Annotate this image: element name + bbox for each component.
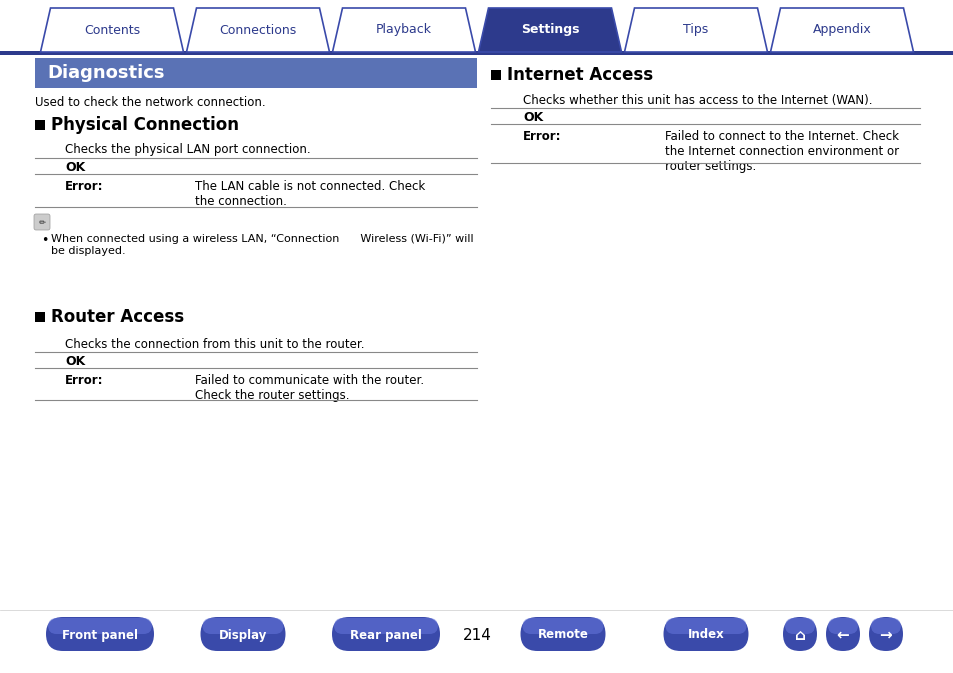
Text: Used to check the network connection.: Used to check the network connection. [35,96,265,109]
Polygon shape [186,8,329,52]
Text: Checks the connection from this unit to the router.: Checks the connection from this unit to … [65,338,364,351]
FancyBboxPatch shape [827,618,857,634]
Text: Error:: Error: [65,180,103,193]
Polygon shape [333,8,475,52]
Polygon shape [478,8,620,52]
FancyBboxPatch shape [782,617,816,651]
FancyBboxPatch shape [520,617,605,651]
Text: Front panel: Front panel [62,629,138,641]
Text: Connections: Connections [219,24,296,36]
Text: OK: OK [65,355,85,368]
Text: Checks whether this unit has access to the Internet (WAN).: Checks whether this unit has access to t… [522,94,872,107]
FancyBboxPatch shape [662,617,748,651]
FancyBboxPatch shape [202,618,283,634]
Text: Rear panel: Rear panel [350,629,421,641]
Text: Failed to connect to the Internet. Check
the Internet connection environment or
: Failed to connect to the Internet. Check… [664,130,898,173]
Text: 214: 214 [462,627,491,643]
Text: Error:: Error: [65,374,103,387]
Text: Contents: Contents [84,24,140,36]
Polygon shape [624,8,767,52]
Text: OK: OK [65,161,85,174]
FancyBboxPatch shape [868,617,902,651]
Text: Diagnostics: Diagnostics [47,64,164,82]
Bar [35,58,476,88]
FancyBboxPatch shape [334,618,437,634]
Text: Router Access: Router Access [51,308,184,326]
Bar [35,120,45,130]
FancyBboxPatch shape [825,617,859,651]
Text: ←: ← [836,627,848,643]
FancyBboxPatch shape [784,618,814,634]
FancyBboxPatch shape [48,618,152,634]
FancyBboxPatch shape [46,617,153,651]
FancyBboxPatch shape [522,618,603,634]
Text: Display: Display [218,629,267,641]
Polygon shape [40,8,183,52]
Text: Playback: Playback [375,24,432,36]
FancyBboxPatch shape [34,214,50,230]
Bar [491,70,500,80]
Text: Appendix: Appendix [812,24,870,36]
Text: Checks the physical LAN port connection.: Checks the physical LAN port connection. [65,143,311,156]
Text: Index: Index [687,629,723,641]
Text: •: • [41,234,49,247]
Text: Internet Access: Internet Access [506,66,653,84]
Text: →: → [879,627,891,643]
Text: Physical Connection: Physical Connection [51,116,239,134]
Text: When connected using a wireless LAN, “Connection      Wireless (Wi-Fi)” will
be : When connected using a wireless LAN, “Co… [51,234,473,256]
Text: OK: OK [522,111,542,124]
Text: Failed to communicate with the router.
Check the router settings.: Failed to communicate with the router. C… [194,374,424,402]
Bar [35,312,45,322]
FancyBboxPatch shape [665,618,745,634]
Text: Settings: Settings [520,24,578,36]
Text: ⌂: ⌂ [794,627,804,643]
Text: The LAN cable is not connected. Check
the connection.: The LAN cable is not connected. Check th… [194,180,425,208]
FancyBboxPatch shape [200,617,285,651]
FancyBboxPatch shape [870,618,900,634]
Text: Tips: Tips [682,24,708,36]
FancyBboxPatch shape [332,617,439,651]
Text: Remote: Remote [537,629,588,641]
Bar [0,51,953,55]
Text: ✏: ✏ [38,217,46,227]
Polygon shape [770,8,913,52]
Text: Error:: Error: [522,130,561,143]
